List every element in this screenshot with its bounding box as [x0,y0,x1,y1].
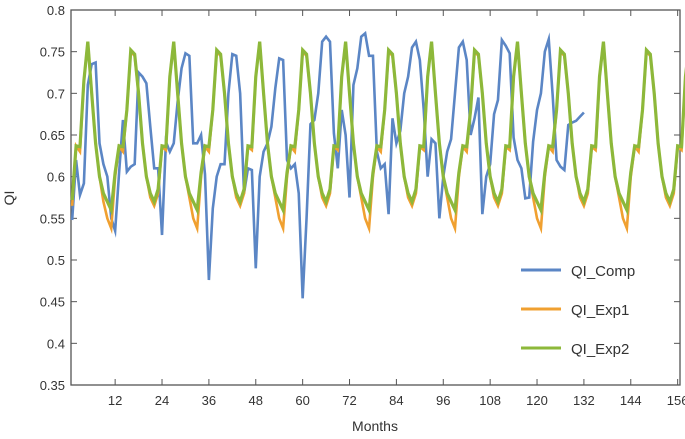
x-axis-title: Months [352,418,398,434]
y-tick-label: 0.7 [47,86,65,101]
legend-label: QI_Exp2 [571,341,629,358]
x-tick-label: 156 [667,393,685,408]
series-line-qi-comp [70,30,585,299]
y-tick-label: 0.4 [47,336,65,351]
y-tick-label: 0.8 [47,3,65,18]
x-tick-label: 72 [342,393,356,408]
legend-item: QI_Exp1 [521,302,629,319]
legend-item: QI_Exp2 [521,341,629,358]
x-tick-label: 84 [389,393,403,408]
x-tick-label: 144 [620,393,642,408]
y-tick-label: 0.5 [47,253,65,268]
plot-lines [70,30,685,299]
y-tick-label: 0.55 [40,211,65,226]
y-tick-label: 0.75 [40,45,65,60]
x-tick-label: 120 [526,393,548,408]
x-tick-label: 132 [573,393,595,408]
x-axis: 12 24 36 48 60 72 84 96 108 120 132 144 156 [108,10,685,408]
x-tick-label: 96 [436,393,450,408]
legend-item: QI_Comp [521,263,635,280]
y-tick-label: 0.35 [40,378,65,393]
legend-label: QI_Exp1 [571,302,629,319]
legend-label: QI_Comp [571,263,635,280]
legend: QI_Comp QI_Exp1 QI_Exp2 [521,263,635,358]
y-axis: 0.35 0.4 0.45 0.5 0.55 0.6 0.65 0.7 0.75 0.8 [40,3,680,393]
x-tick-label: 60 [295,393,309,408]
x-tick-label: 48 [249,393,263,408]
x-tick-label: 12 [108,393,122,408]
y-axis-title: QI [1,191,17,206]
y-tick-label: 0.6 [47,170,65,185]
y-tick-label: 0.45 [40,295,65,310]
x-tick-label: 108 [479,393,501,408]
y-tick-label: 0.65 [40,128,65,143]
x-tick-label: 24 [155,393,169,408]
series-line-qi-exp2 [70,41,685,216]
x-tick-label: 36 [202,393,216,408]
